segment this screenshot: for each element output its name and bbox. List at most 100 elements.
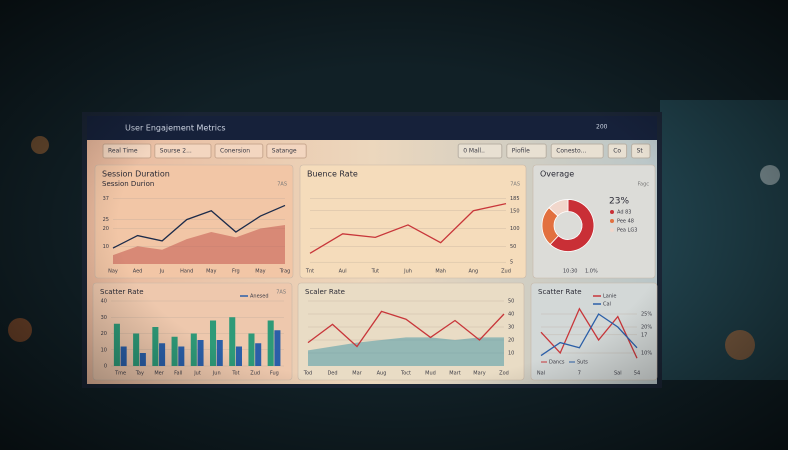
x-tick-label: Ded — [327, 371, 337, 377]
y-tick-label: 40 — [101, 299, 107, 305]
toolbar-label: Conersion — [220, 148, 250, 155]
y-tick-label: 17 — [641, 332, 647, 338]
bar — [216, 340, 223, 366]
toolbar-label: Real Time — [108, 148, 138, 155]
legend-label: Cal — [603, 302, 611, 308]
chart-title: Scaler Rate — [305, 288, 345, 296]
x-tick-label: Aed — [133, 269, 143, 275]
y-tick-label: 50 — [508, 299, 514, 305]
y-tick-label: 20 — [101, 331, 107, 337]
x-tick-label: Mud — [425, 371, 436, 377]
bokeh — [725, 330, 755, 360]
x-tick-label: Ju — [159, 269, 165, 275]
x-tick-label: Zud — [501, 269, 511, 275]
bokeh — [31, 136, 49, 154]
toolbar-label: Co — [613, 148, 621, 155]
bokeh — [760, 165, 780, 185]
bar — [190, 333, 197, 366]
toolbar-label: 0 Mall.. — [463, 148, 485, 155]
bokeh — [8, 318, 32, 342]
x-tick-label: Mer — [154, 371, 164, 377]
x-tick-label: Sal — [614, 371, 622, 377]
corner-note: Fagc — [638, 182, 650, 188]
legend-label: Ad 83 — [617, 210, 631, 216]
footer-label: 10:30 — [563, 269, 577, 275]
chart-title: Scatter Rate — [538, 288, 582, 296]
y-tick-label: 30 — [508, 325, 514, 331]
x-tick-label: Nay — [108, 269, 118, 275]
bar — [267, 320, 274, 366]
x-tick-label: Juh — [403, 269, 412, 275]
y-tick-label: 10 — [508, 351, 514, 357]
y-tick-label: 150 — [510, 208, 520, 214]
x-tick-label: Mar — [352, 371, 362, 377]
x-tick-label: Aul — [339, 269, 347, 275]
y-tick-label: 10 — [103, 244, 109, 250]
y-tick-label: 50 — [510, 244, 516, 250]
y-tick-label: 40 — [508, 312, 514, 318]
x-tick-label: Trag — [279, 269, 291, 275]
x-tick-label: May — [255, 269, 265, 275]
note-label: Dancs — [549, 360, 565, 366]
toolbar-label: Sourse 2... — [160, 148, 192, 155]
x-tick-label: Mart — [449, 371, 460, 377]
y-tick-label: 5 — [510, 260, 513, 266]
y-tick-label: 100 — [510, 226, 520, 232]
x-tick-label: Tod — [303, 371, 312, 377]
x-tick-label: May — [206, 269, 216, 275]
bar — [229, 317, 236, 366]
bar — [197, 340, 204, 366]
panel-title: Overage — [540, 170, 574, 179]
legend-label: Pee 48 — [617, 219, 634, 225]
legend-dot — [610, 228, 614, 232]
bar — [248, 333, 255, 366]
y-tick-label: 25% — [641, 312, 652, 318]
x-tick-label: Jut — [193, 371, 201, 377]
y-tick-label: 37 — [103, 196, 109, 202]
legend-label: Pea LG3 — [617, 228, 637, 234]
bar — [274, 330, 281, 366]
x-tick-label: Tut — [371, 269, 379, 275]
x-tick-label: Nal — [537, 371, 545, 377]
y-tick-label: 25 — [103, 217, 109, 223]
x-tick-label: Ang — [468, 269, 478, 275]
legend-label: Anesed — [250, 294, 269, 300]
toolbar-label: Conesto... — [556, 148, 586, 155]
chart-title: Session Durion — [102, 180, 154, 188]
chart-title: Scatter Rate — [100, 288, 144, 296]
x-tick-label: Mary — [473, 371, 485, 377]
y-tick-label: 20 — [103, 226, 109, 232]
x-tick-label: 7 — [578, 371, 581, 377]
x-tick-label: Fall — [174, 371, 182, 377]
x-tick-label: Tay — [135, 371, 144, 377]
bar — [139, 353, 146, 366]
x-tick-label: Zud — [250, 371, 260, 377]
corner-note: 7AS — [510, 182, 520, 188]
bar — [113, 323, 120, 366]
panel-title: Session Duration — [102, 170, 170, 179]
toolbar-label: St — [637, 148, 644, 155]
y-tick-label: 10% — [641, 351, 652, 357]
x-tick-label: Tme — [114, 371, 126, 377]
x-tick-label: Jun — [212, 371, 221, 377]
corner-note: 7AS — [276, 290, 286, 296]
toolbar-label: Satange — [272, 148, 297, 155]
panel — [299, 164, 527, 279]
x-tick-label: Tot — [231, 371, 239, 377]
x-tick-label: Toct — [400, 371, 411, 377]
legend-dot — [610, 219, 614, 223]
bar — [159, 343, 166, 366]
x-tick-label: Aug — [377, 371, 387, 377]
bar — [152, 327, 159, 366]
x-tick-label: Zod — [499, 371, 509, 377]
y-tick-label: 10 — [101, 347, 107, 353]
x-tick-label: Fug — [270, 371, 279, 377]
legend-dot — [610, 210, 614, 214]
corner-note: 7AS — [277, 182, 287, 188]
footer-label: 1.0% — [585, 269, 598, 275]
bar — [255, 343, 262, 366]
x-tick-label: Hand — [180, 269, 193, 275]
bar — [235, 346, 242, 366]
window — [660, 100, 788, 380]
